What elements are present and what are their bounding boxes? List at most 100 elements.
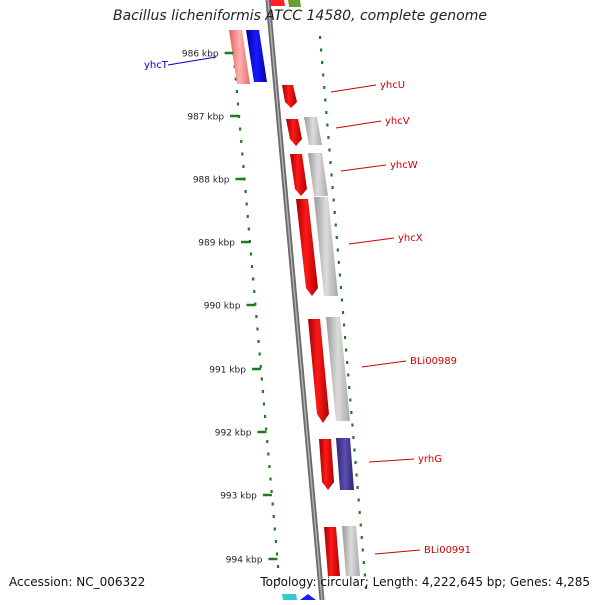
gene-label-yhcU: yhcU [380,80,405,91]
scale-dot [354,461,357,464]
scale-dot [321,61,324,64]
tick-label: 992 kbp [215,429,252,439]
scale-dot [270,490,273,493]
gene-label-yhcW: yhcW [390,160,418,171]
tick-label: 987 kbp [187,113,224,123]
scale-dot [267,452,270,456]
gene-yhcT-leader [167,56,217,66]
scale-dot [324,98,327,102]
scale-dot [347,373,350,377]
tick-label: 988 kbp [193,176,230,186]
scale-dot [237,115,241,118]
scale-dot [345,348,348,352]
tick-label: 986 kbp [182,50,219,60]
top-feature-green [288,0,301,7]
scale-dot [363,573,366,577]
scale-dot [339,286,343,289]
bottom-feature-blue [300,594,316,600]
scale-dot [252,277,255,281]
scale-dot [358,511,361,514]
forward-genes [282,85,340,576]
scale-ticks: 986 kbp 987 kbp 988 kbp 989 kbp 990 kbp 991 k… [182,50,278,566]
gene-label-yhcX: yhcX [398,233,423,244]
scale-dot [241,152,244,156]
scale-dot [262,402,266,406]
scale-dot [320,48,323,52]
scale-dot [272,515,275,518]
scale-dot [346,361,349,364]
scale-dot [334,223,337,227]
scale-dot [255,315,258,318]
gene-yrhG-leader [368,458,415,463]
scale-dot [261,390,264,393]
scale-dot [266,440,269,443]
tick-label: 989 kbp [198,239,235,249]
gene-yhcT-faded-feature [229,30,250,84]
scale-dot [263,415,267,418]
scale-dot [234,77,237,81]
gene-yhcX-leader [348,237,395,245]
scale-dot [247,227,250,231]
gene-yhcX-feature [296,199,318,296]
scale-dot [319,36,322,39]
scale-dot [340,298,344,302]
genome-backbone-highlight [267,0,323,601]
scale-dot [322,73,325,77]
scale-dot [278,577,281,581]
scale-dot [274,540,277,543]
gene-label-yhcV: yhcV [385,116,410,127]
gene-yhcU-leader [330,84,377,93]
gray-block-5 [342,526,360,576]
scale-dot [259,365,262,368]
tick-label: 993 kbp [220,492,257,502]
scale-dot [240,140,243,143]
scale-dot [327,136,330,139]
scale-dot [330,173,333,177]
scale-dot [246,215,249,218]
tick-label: 991 kbp [209,366,246,376]
gene-labels: yhcT yhcU yhcV yhcW yhcX BLi00989 yrhG BLi00991 [144,56,471,556]
gene-yrhG-feature [319,439,334,490]
scale-dot [357,498,360,502]
scale-dot [323,86,326,89]
gene-label-BLi00989: BLi00989 [410,356,457,367]
purple-block [336,438,354,490]
scale-dot [351,423,354,427]
scale-dot [236,102,240,106]
scale-dot [257,340,260,343]
scale-dot [326,123,329,127]
scale-dot [332,198,335,202]
scale-dot [335,236,338,239]
gene-label-BLi00991: BLi00991 [424,545,471,556]
scale-dot [329,161,332,164]
scale-dot [253,290,256,293]
scale-dot [361,548,364,552]
scale-dot [265,427,268,431]
scale-dot [337,261,340,264]
scale-dot [349,398,352,402]
scale-dot [268,465,271,468]
genome-summary: Topology: circular; Length: 4,222,645 bp… [260,575,590,589]
accession-label: Accession: NC_006322 [9,575,146,589]
gray-block-4 [326,317,350,421]
gene-yhcW-feature [290,154,307,196]
scale-dot [249,252,253,256]
scale-dot [356,486,359,489]
gene-yhcT [229,30,267,84]
gene-yhcU-feature [282,85,297,108]
scale-dot [362,561,365,564]
scale-dot [269,477,272,481]
scale-dot [338,273,341,277]
scale-dot [336,248,339,252]
scale-dot [244,190,247,193]
scale-ring-outer [319,36,368,589]
secondary-track [304,117,360,576]
scale-dot [235,90,238,93]
gene-BLi00991-feature [324,527,340,576]
gene-BLi00991-leader [374,549,421,555]
gene-BLi00989-leader [361,360,407,368]
tick-label: 994 kbp [226,556,263,566]
top-feature-red [270,0,285,6]
